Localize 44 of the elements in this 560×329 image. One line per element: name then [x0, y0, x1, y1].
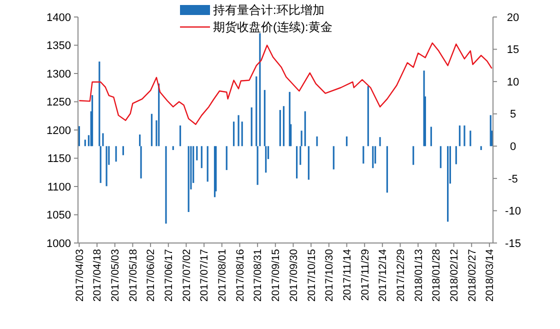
y-tick-label: 1150: [47, 153, 71, 166]
y-tick-label: 1000: [46, 238, 71, 250]
x-tick-label: 2017/07/02: [180, 248, 193, 302]
y2-tick-label: -15: [505, 238, 521, 250]
x-tick-label: 2017/08/01: [216, 248, 229, 302]
x-tick-label: 2018/01/13: [412, 248, 425, 302]
x-tick-label: 2017/06/17: [163, 248, 176, 302]
x-tick-label: 2017/09/30: [288, 248, 300, 302]
x-tick-label: 2018/01/28: [430, 248, 443, 302]
x-tick-label: 2017/05/03: [110, 248, 122, 302]
x-tick-label: 2017/09/15: [270, 248, 282, 302]
x-tick-label: 2017/10/30: [324, 248, 336, 302]
x-tick-label: 2017/11/14: [341, 248, 354, 301]
x-tick-label: 2018/02/12: [448, 248, 460, 302]
y2-tick-label: 10: [506, 76, 520, 88]
y2-tick-label: 15: [506, 44, 520, 56]
x-tick-label: 2017/08/16: [234, 248, 246, 302]
x-tick-label: 2017/12/29: [394, 248, 407, 302]
x-tick-label: 2018/02/27: [466, 248, 478, 302]
y2-tick-label: 20: [506, 12, 520, 24]
y-tick-label: 1100: [47, 181, 71, 194]
x-tick-label: 2018/03/14: [484, 248, 496, 302]
y-tick-label: 1300: [46, 68, 71, 80]
y2-tick-label: -5: [508, 173, 518, 186]
x-tick-label: 2017/10/15: [306, 248, 318, 302]
x-tick-label: 2017/11/29: [359, 248, 372, 301]
y-tick-label: 1400: [46, 12, 71, 24]
x-tick-label: 2017/06/02: [145, 248, 158, 302]
y2-tick-label: -10: [505, 206, 521, 218]
y2-tick-label: 0: [510, 140, 516, 153]
x-tick-label: 2017/04/18: [92, 248, 104, 302]
x-tick-label: 2017/08/31: [252, 248, 264, 302]
x-tick-label: 2017/04/03: [74, 248, 86, 302]
y-tick-label: 1200: [46, 124, 71, 137]
y-tick-label: 1250: [46, 96, 71, 109]
legend-label: 持有量合计:环比增加: [213, 3, 324, 18]
x-tick-label: 2017/07/17: [198, 248, 211, 302]
y2-tick-label: 5: [510, 108, 516, 121]
y-tick-label: 1050: [46, 210, 71, 222]
line-series: [78, 42, 492, 125]
x-tick-label: 2017/12/14: [377, 248, 390, 302]
y-tick-label: 1350: [46, 40, 71, 52]
x-tick-label: 2017/05/18: [127, 248, 140, 302]
legend-label: 期货收盘价(连续):黄金: [213, 20, 332, 34]
